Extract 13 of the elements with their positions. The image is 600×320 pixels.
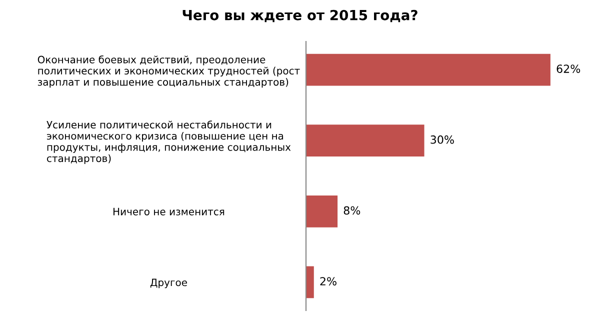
- chart-title: Чего вы ждете от 2015 года?: [182, 10, 418, 22]
- y-tick-label: Другое: [150, 278, 187, 288]
- y-tick-label: Окончание боевых действий, преодоление политических и экономических трудностей (рост зарплат и повышение социальных стандартов): [38, 55, 300, 88]
- data-label: 2%: [320, 277, 336, 286]
- data-label: 62%: [556, 64, 580, 73]
- y-tick-label: Ничего не изменится: [114, 208, 224, 216]
- bar: [306, 54, 550, 86]
- bar: [306, 195, 338, 228]
- bar: [306, 124, 424, 157]
- bar: [306, 266, 314, 298]
- data-label: 30%: [430, 135, 454, 144]
- data-label: 8%: [344, 206, 360, 215]
- y-tick-label: Усиление политической нестабильности и экономического кризиса (повышение цен на продукты, инфляция, понижение социальных стандартов): [46, 120, 291, 164]
